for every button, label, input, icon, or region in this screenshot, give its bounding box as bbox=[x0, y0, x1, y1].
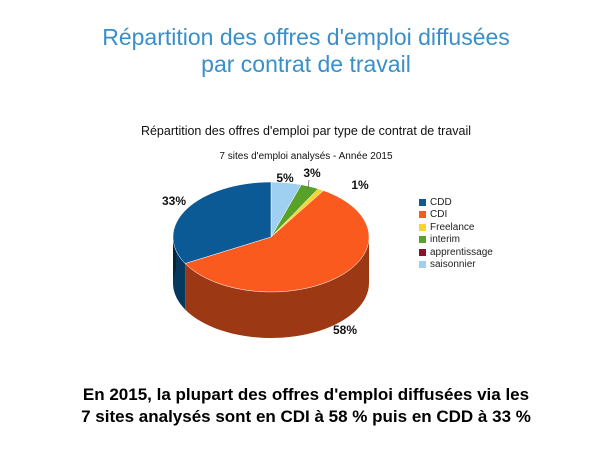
legend-item-CDI: CDI bbox=[419, 209, 493, 222]
title-line-2: par contrat de travail bbox=[201, 51, 411, 77]
legend-swatch bbox=[419, 248, 426, 256]
data-label-CDI: 58% bbox=[333, 323, 357, 337]
legend-swatch bbox=[419, 261, 426, 269]
legend-item-Freelance: Freelance bbox=[419, 221, 493, 234]
legend-item-interim: interim bbox=[419, 234, 493, 247]
title-line-1: Répartition des offres d'emploi diffusée… bbox=[102, 24, 510, 50]
legend-label: apprentissage bbox=[430, 246, 493, 258]
slide-title: Répartition des offres d'emploi diffusée… bbox=[0, 24, 612, 78]
pie-slice-CDI bbox=[184, 190, 370, 293]
legend-label: interim bbox=[430, 234, 461, 246]
caption-line-2: 7 sites analysés sont en CDI à 58 % puis… bbox=[81, 407, 531, 426]
legend-label: Freelance bbox=[430, 221, 475, 233]
legend-label: saisonnier bbox=[430, 259, 476, 271]
caption: En 2015, la plupart des offres d'emploi … bbox=[0, 384, 612, 428]
chart-subtitle: 7 sites d'emploi analysés - Année 2015 bbox=[219, 151, 393, 162]
data-label-interim: 3% bbox=[303, 166, 321, 180]
data-label-CDD: 33% bbox=[162, 194, 186, 208]
pie-side-CDI bbox=[185, 237, 369, 338]
legend-swatch bbox=[419, 236, 426, 244]
legend-swatch bbox=[419, 211, 426, 219]
chart-title: Répartition des offres d'emploi par type… bbox=[140, 124, 472, 138]
leader-line bbox=[307, 179, 310, 190]
legend: CDD CDI Freelance interim apprentissage saiso… bbox=[419, 196, 493, 271]
legend-swatch bbox=[419, 198, 426, 206]
legend-item-apprentissage: apprentissage bbox=[419, 246, 493, 259]
data-label-saisonnier: 5% bbox=[276, 171, 294, 185]
legend-swatch bbox=[419, 223, 426, 231]
legend-item-saisonnier: saisonnier bbox=[419, 259, 493, 272]
legend-label: CDI bbox=[430, 209, 448, 221]
legend-item-CDD: CDD bbox=[419, 196, 493, 209]
pie-slice-CDD bbox=[172, 181, 272, 264]
legend-label: CDD bbox=[430, 196, 452, 208]
data-label-Freelance: 1% bbox=[351, 178, 369, 192]
caption-line-1: En 2015, la plupart des offres d'emploi … bbox=[82, 385, 530, 404]
